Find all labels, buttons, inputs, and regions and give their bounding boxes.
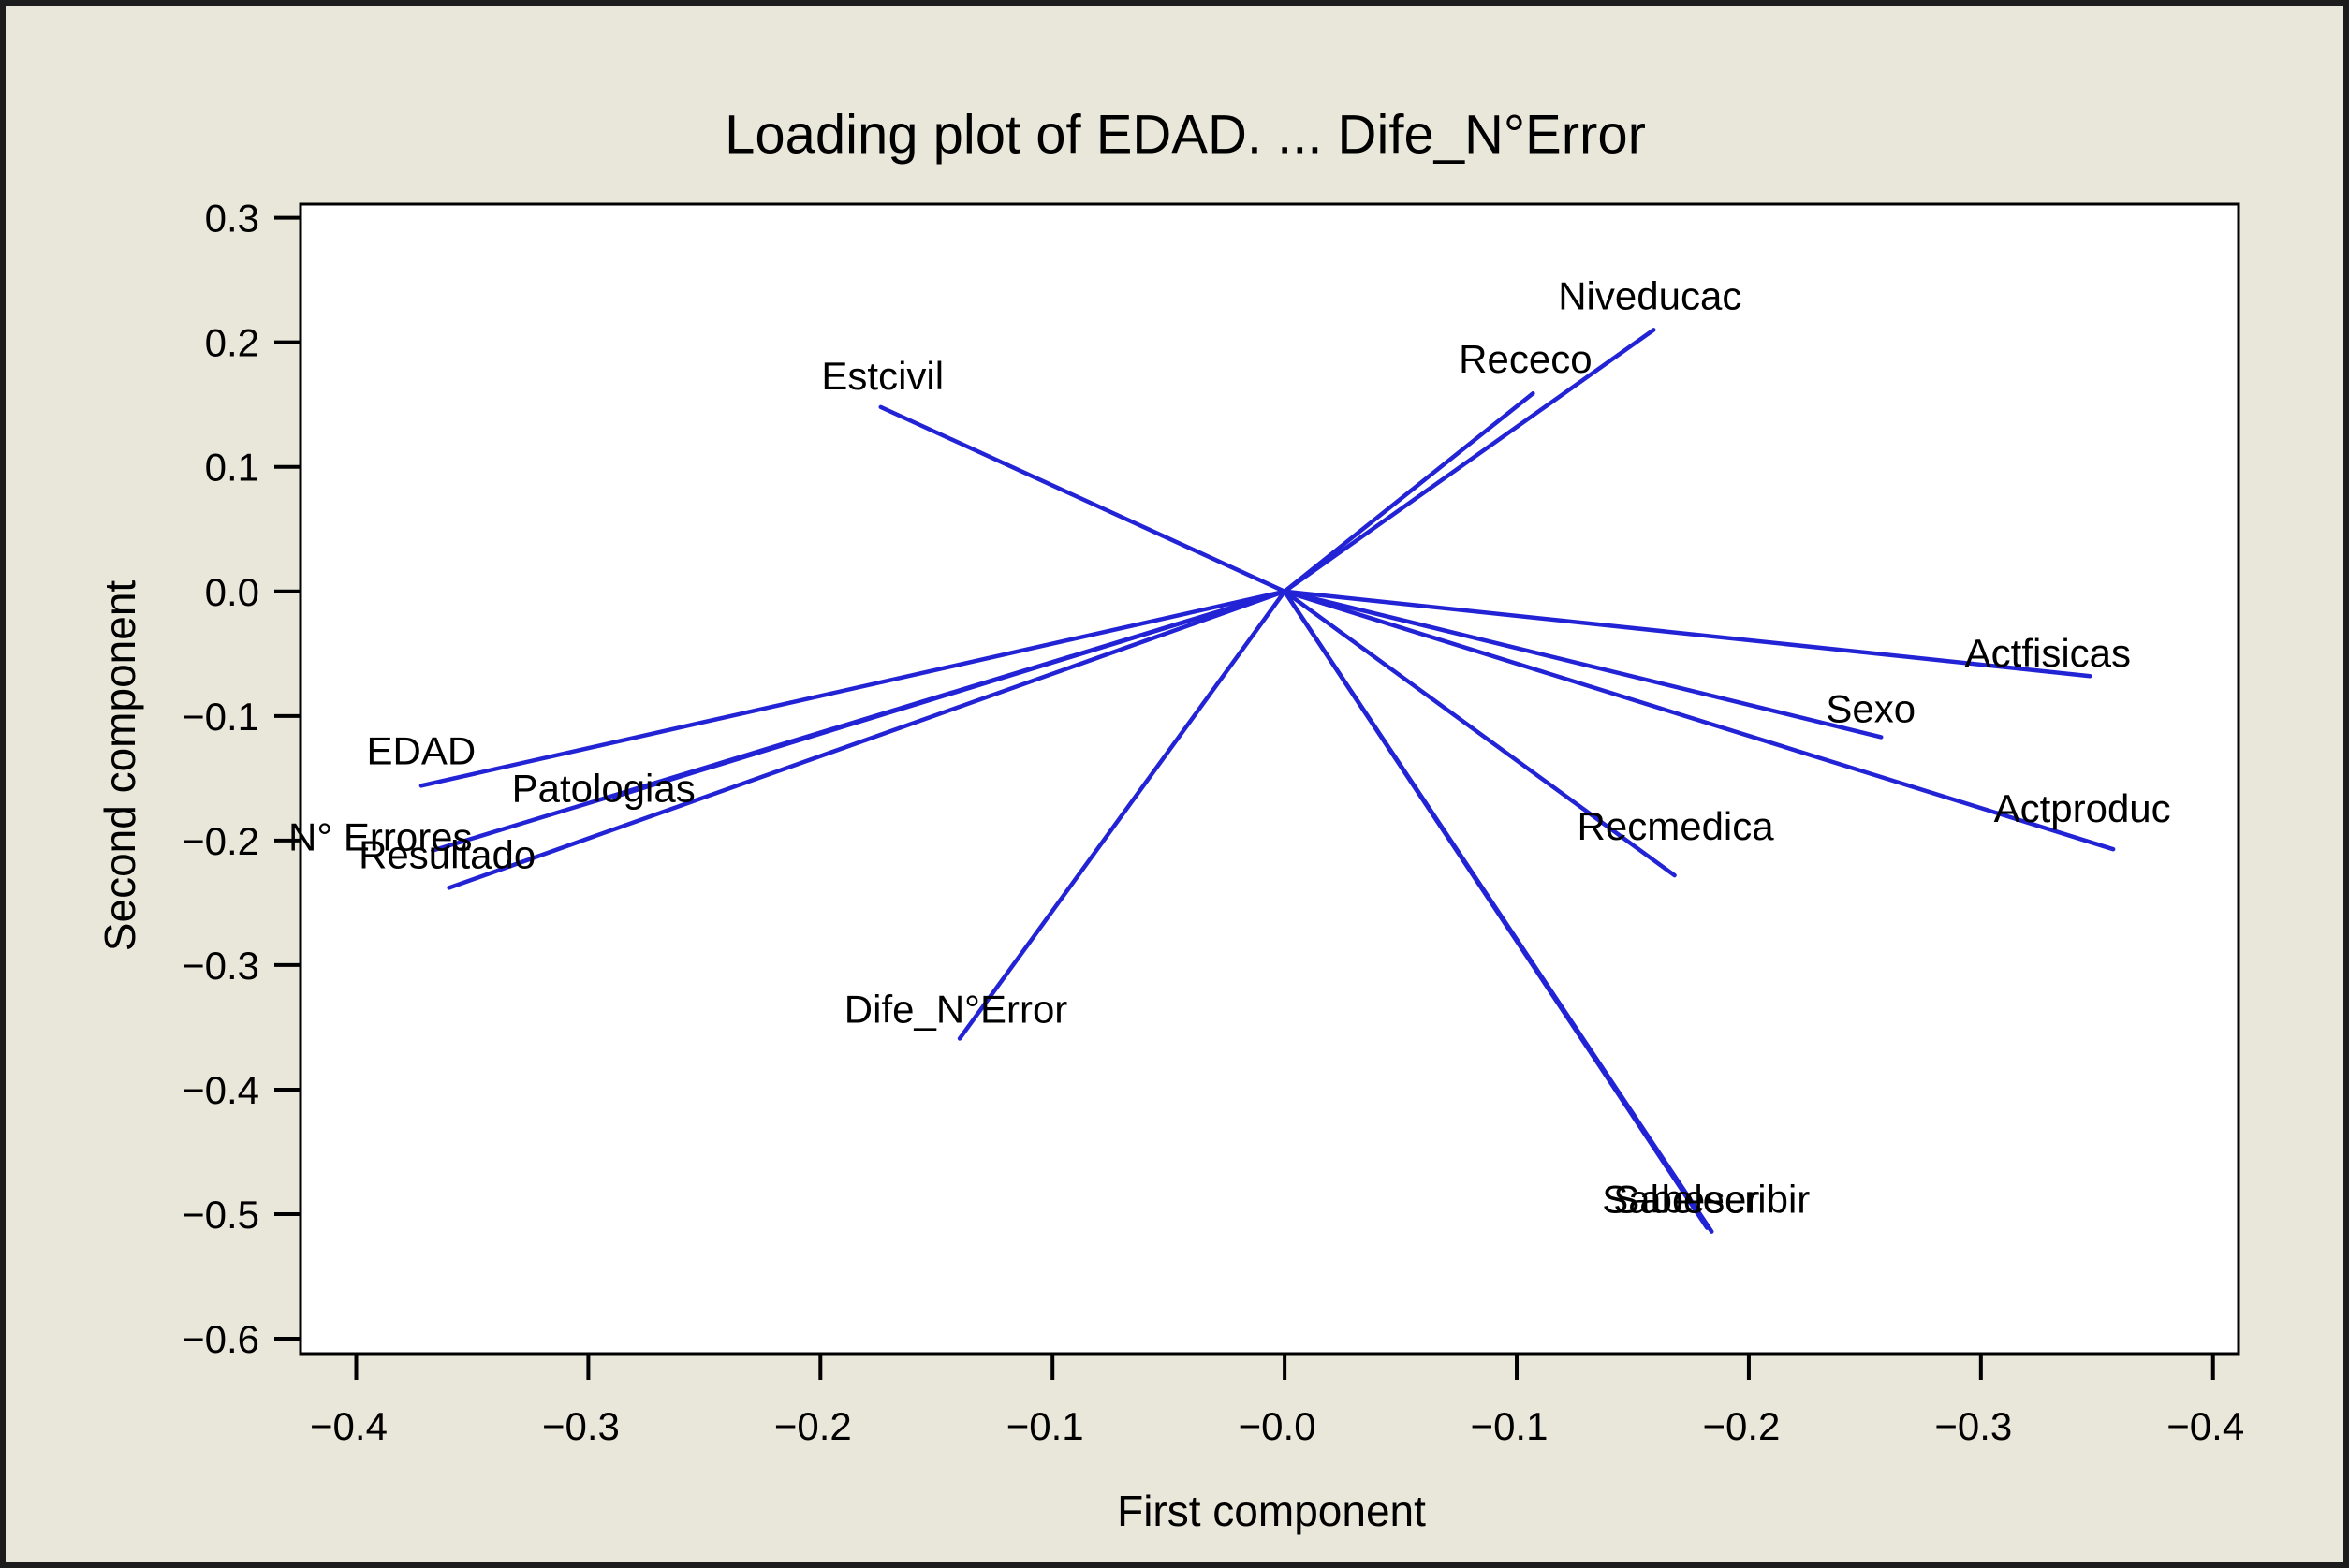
loading-vector-resultado (447, 589, 1287, 890)
variable-label: Estcivil (821, 354, 944, 398)
y-tick-label: −0.6 (182, 1317, 259, 1361)
loading-vector-actfisicas (1282, 589, 2092, 679)
variable-label: EDAD (367, 728, 477, 772)
loading-vector-actproduc (1282, 589, 2116, 852)
variable-label: Patologias (512, 766, 696, 810)
plot-area (299, 202, 2240, 1356)
loading-vector-dife-n-error (957, 589, 1287, 1041)
x-tick-label: −0.4 (2166, 1404, 2244, 1448)
plot-canvas: −0.4 −0.3 −0.2 −0.1 −0.0 −0.1 −0.2 −0.3 −0.4 0.3 0… (182, 197, 2244, 1448)
chart-title: Loading plot of EDAD. ... Dife_N°Error (725, 104, 1646, 166)
x-axis-title: First component (1117, 1487, 1426, 1535)
variable-label: Niveducac (1558, 273, 1741, 317)
variable-label: Resultado (359, 832, 536, 876)
loading-vector-niveducac (1282, 328, 1656, 594)
x-tick-label: −0.2 (774, 1404, 852, 1448)
variable-label: N° Errores (288, 815, 473, 859)
variable-label: Sabescribir (1613, 1178, 1810, 1222)
y-tick-label: −0.3 (182, 944, 259, 988)
x-tick-label: −0.4 (310, 1404, 388, 1448)
loading-vector-recmedica (1282, 589, 1677, 878)
x-tick-label: −0.0 (1239, 1404, 1316, 1448)
variable-label: Receco (1459, 337, 1592, 381)
loading-vector-sexo (1282, 589, 1884, 740)
variable-label: Actfisicas (1965, 631, 2131, 675)
x-tick-label: −0.3 (1934, 1404, 2012, 1448)
loading-vector-edad (418, 589, 1287, 788)
y-tick-label: 0.3 (205, 197, 259, 241)
loading-vector-sabescribir (1282, 589, 1714, 1234)
y-tick-label: −0.1 (182, 695, 259, 739)
variable-label: Dife_N°Error (844, 987, 1068, 1031)
y-tick-label: −0.2 (182, 819, 259, 863)
variable-label: Sabeleer (1602, 1178, 1759, 1222)
x-tick-label: −0.2 (1702, 1404, 1780, 1448)
y-tick-label: −0.5 (182, 1193, 259, 1237)
y-tick-label: −0.4 (182, 1068, 259, 1112)
loading-vector-estcivil (878, 404, 1287, 594)
y-tick-label: 0.1 (205, 446, 259, 490)
variable-label: Sexo (1826, 686, 1916, 730)
variable-label: Recmedica (1578, 804, 1775, 848)
y-tick-label: 0.2 (205, 321, 259, 365)
x-tick-label: −0.1 (1471, 1404, 1549, 1448)
x-tick-label: −0.1 (1006, 1404, 1084, 1448)
x-tick-label: −0.3 (542, 1404, 620, 1448)
loading-vector-receco (1282, 390, 1535, 594)
loading-vector-n-errores (431, 589, 1287, 853)
variable-label: Actproduc (1994, 786, 2171, 830)
y-tick-label: 0.0 (205, 570, 259, 614)
